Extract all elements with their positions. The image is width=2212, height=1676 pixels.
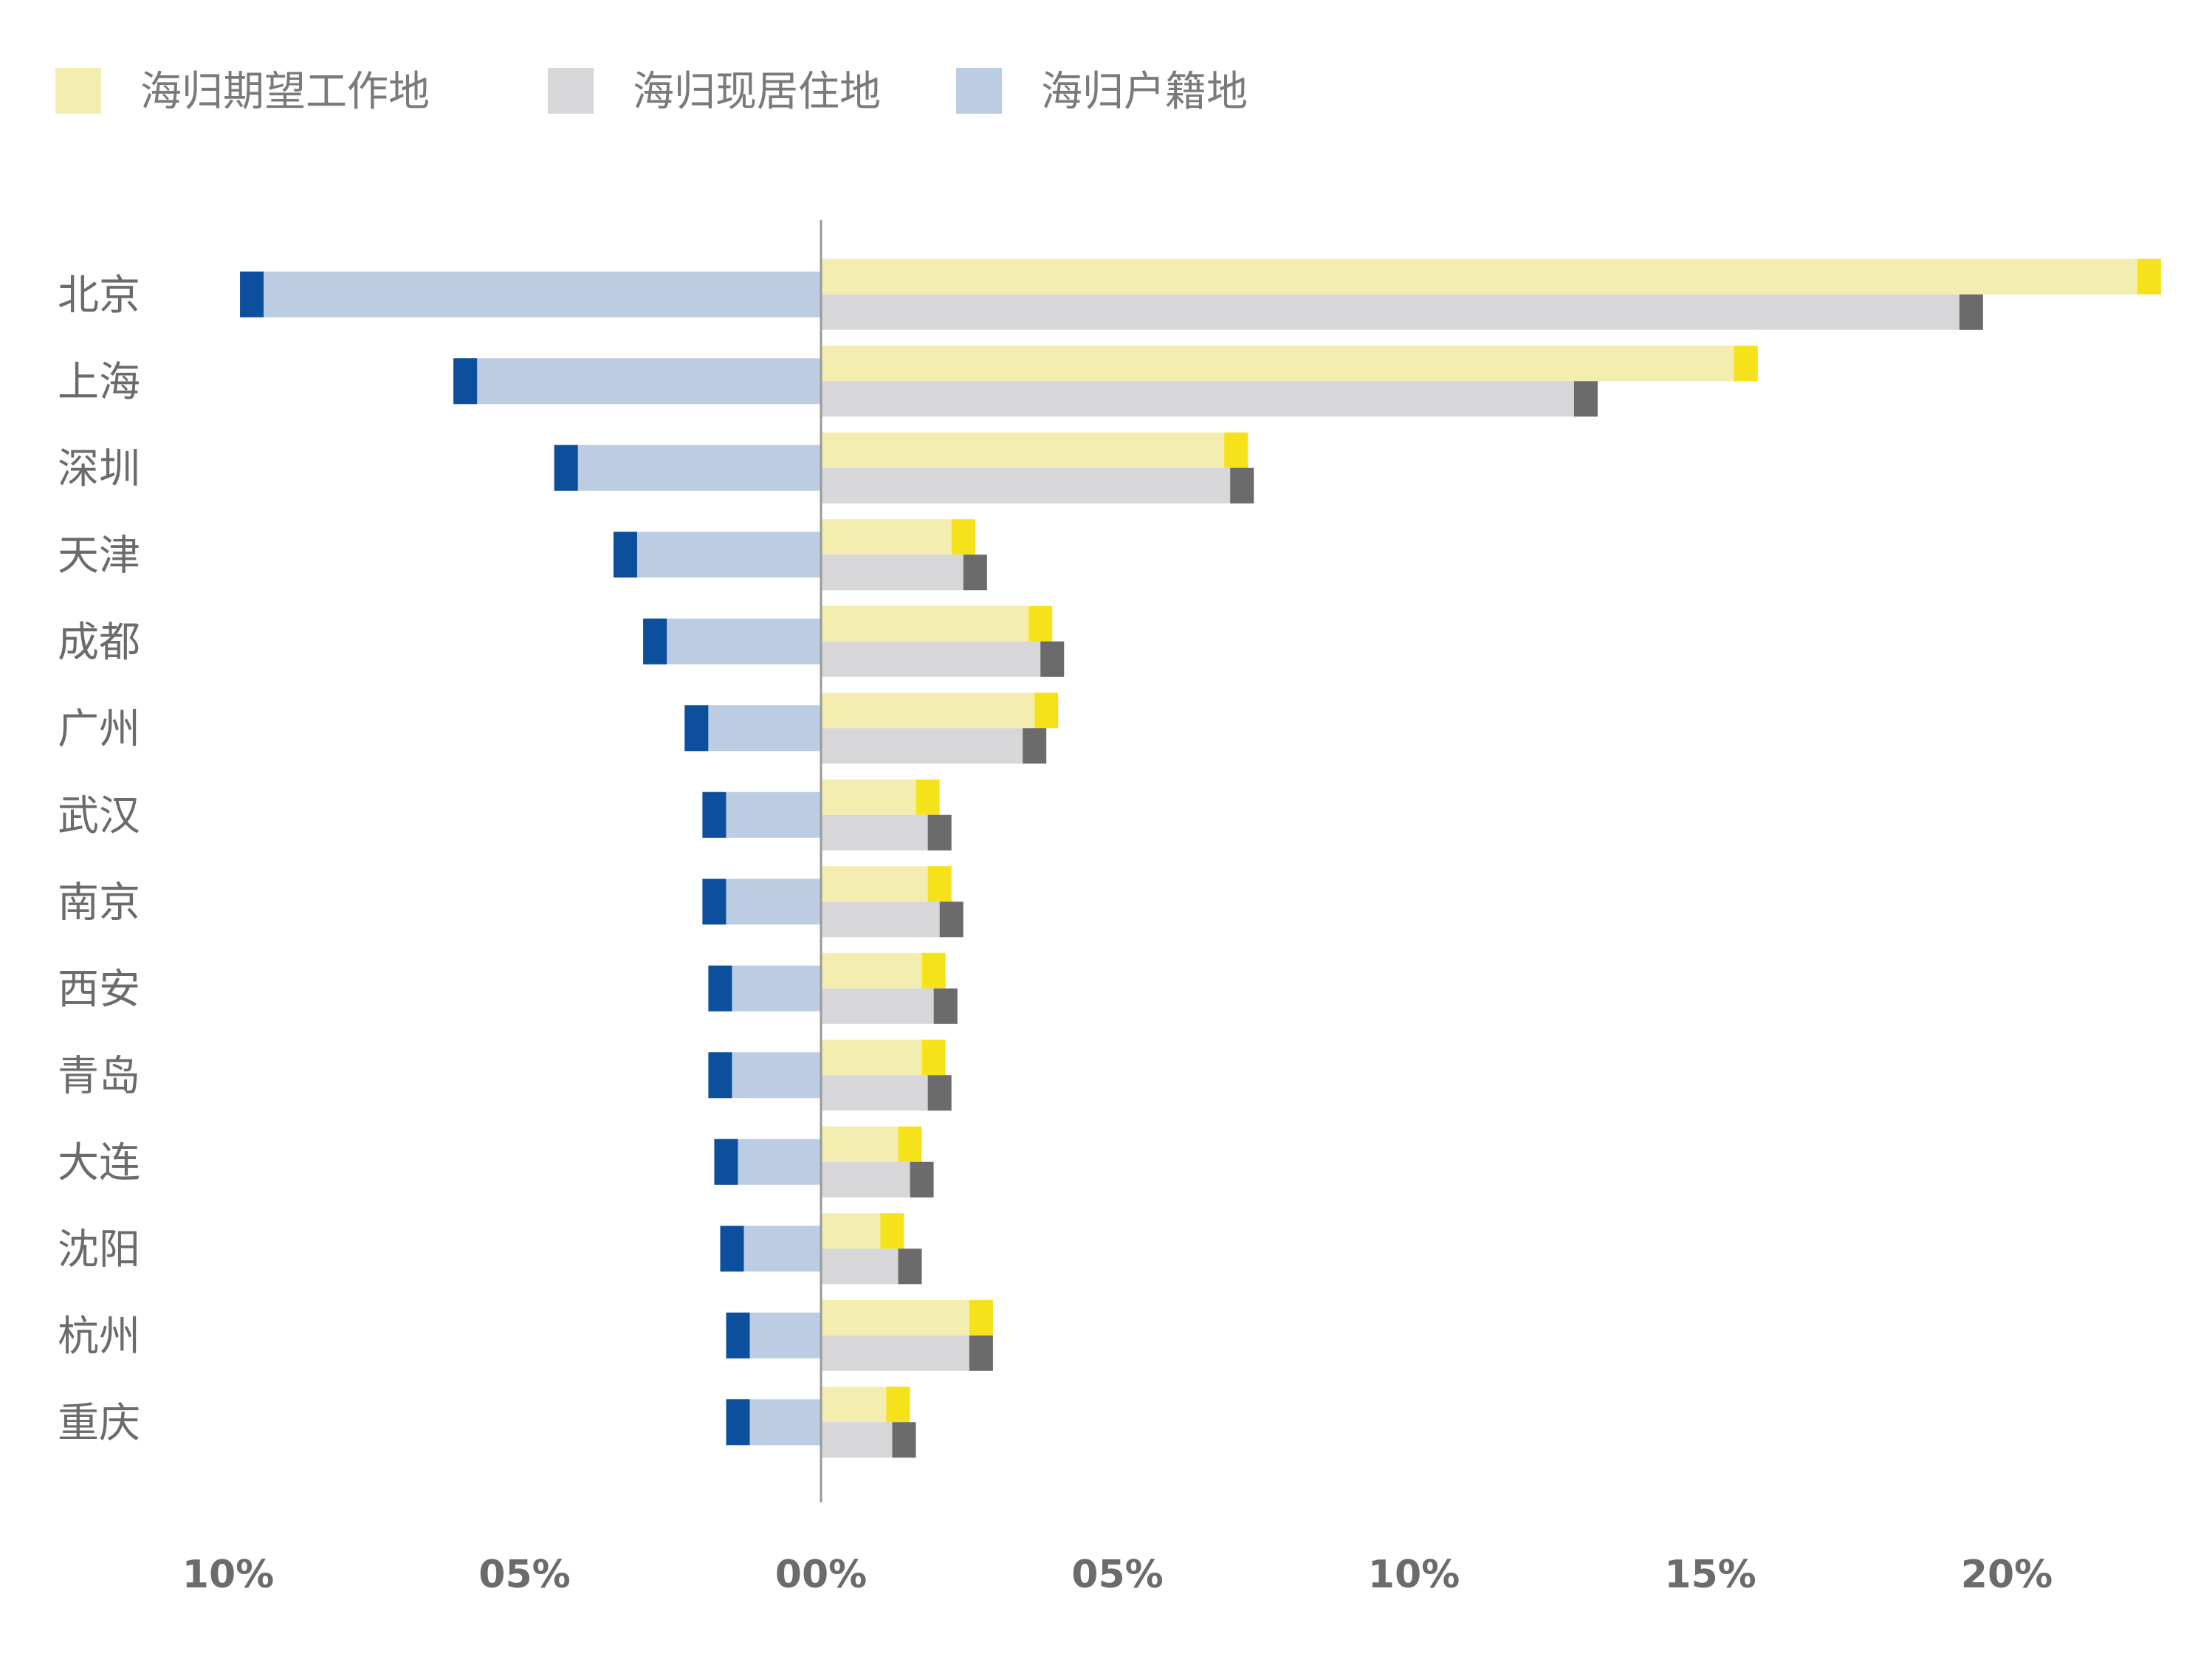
bar-residence (821, 728, 1047, 764)
bar-expected-cap (1734, 346, 1758, 382)
bar-expected (821, 1299, 993, 1336)
bar-residence-cap (898, 1249, 922, 1285)
bar-hukou-cap (714, 1138, 738, 1185)
bar-residence (821, 901, 964, 938)
bar-residence-cap (927, 1075, 952, 1111)
category-label: 广州 (58, 705, 140, 753)
category-label: 沈阳 (58, 1226, 140, 1274)
legend-label: 海归期望工作地 (140, 68, 430, 116)
bar-residence (821, 1335, 993, 1371)
bar-residence (821, 294, 1983, 330)
bar-expected (821, 693, 1059, 729)
bar-hukou-cap (613, 532, 637, 578)
bar-expected-cap (916, 779, 940, 815)
x-tick-label: 10% (1368, 1553, 1460, 1597)
bar-residence (821, 554, 987, 591)
category-label: 南京 (58, 879, 140, 927)
bar-residence-cap (969, 1335, 993, 1371)
bar-hukou (453, 358, 821, 405)
bar-hukou-cap (720, 1226, 744, 1272)
bar-expected-cap (1224, 432, 1248, 468)
bar-residence-cap (927, 814, 952, 851)
bar-hukou-cap (702, 879, 727, 925)
bar-expected-cap (886, 1387, 910, 1423)
right-bars (821, 258, 2161, 1458)
bar-residence-cap (910, 1161, 934, 1198)
bar-expected (821, 432, 1248, 468)
legend-swatch (548, 68, 594, 114)
bar-hukou-cap (708, 1052, 732, 1099)
category-label: 青岛 (58, 1052, 140, 1100)
bar-expected (821, 519, 975, 555)
x-tick-label: 05% (1071, 1553, 1163, 1597)
category-label: 上海 (58, 358, 140, 406)
bar-expected-cap (1034, 693, 1059, 729)
bar-expected-cap (921, 952, 946, 989)
bar-residence-cap (1040, 641, 1065, 677)
bar-expected-cap (927, 866, 952, 902)
category-label: 北京 (58, 272, 140, 320)
x-tick-label: 20% (1961, 1553, 2053, 1597)
bar-hukou-cap (726, 1399, 750, 1446)
category-label: 西安 (58, 966, 140, 1014)
bar-hukou (240, 271, 821, 317)
legend-label: 海归户籍地 (1041, 68, 1248, 116)
bar-residence-cap (892, 1422, 916, 1458)
bar-residence-cap (1023, 728, 1047, 764)
legend-label: 海归现居住地 (633, 68, 881, 116)
bar-residence (821, 381, 1598, 417)
bar-hukou-cap (554, 444, 578, 491)
bar-hukou-cap (643, 618, 667, 664)
bar-residence-cap (963, 554, 987, 591)
category-label: 深圳 (58, 445, 140, 493)
bar-expected (821, 258, 2161, 295)
legend: 海归期望工作地 海归现居住地 海归户籍地 (55, 68, 1248, 116)
bar-residence-cap (1230, 467, 1254, 504)
x-tick-labels: 10% 05% 00% 05% 10% 15% 20% (182, 1553, 2053, 1597)
legend-swatch (956, 68, 1002, 114)
bar-expected-cap (951, 519, 975, 555)
bar-expected-cap (969, 1299, 993, 1336)
bar-residence-cap (1573, 381, 1598, 417)
bar-hukou-cap (240, 271, 264, 317)
bar-residence-cap (1959, 294, 1983, 330)
bar-expected-cap (1028, 605, 1053, 642)
x-tick-label: 10% (182, 1553, 274, 1597)
bar-residence (821, 641, 1065, 677)
category-label: 成都 (58, 619, 140, 667)
category-label: 大连 (58, 1139, 140, 1187)
bar-expected-cap (898, 1126, 922, 1162)
bar-residence-cap (933, 988, 958, 1024)
bar-hukou (554, 444, 821, 491)
bar-hukou-cap (453, 358, 478, 405)
category-label: 天津 (58, 532, 140, 580)
bar-expected-cap (880, 1213, 904, 1249)
bar-hukou-cap (726, 1312, 750, 1359)
x-tick-label: 05% (478, 1553, 570, 1597)
bar-expected (821, 605, 1053, 642)
bar-expected (821, 346, 1758, 382)
left-bars (240, 271, 821, 1446)
category-label: 重庆 (58, 1399, 140, 1447)
bar-residence-cap (939, 901, 964, 938)
bar-hukou (643, 618, 821, 664)
bar-residence (821, 467, 1254, 504)
category-label: 杭州 (58, 1313, 140, 1361)
x-tick-label: 00% (775, 1553, 867, 1597)
legend-swatch (55, 68, 101, 114)
bar-expected-cap (921, 1040, 946, 1076)
bar-expected-cap (2137, 258, 2161, 295)
bar-hukou-cap (708, 965, 732, 1012)
x-tick-label: 15% (1664, 1553, 1756, 1597)
bar-hukou (613, 532, 821, 578)
category-label: 武汉 (58, 792, 140, 840)
bar-hukou-cap (684, 705, 709, 752)
bar-hukou-cap (702, 791, 727, 838)
